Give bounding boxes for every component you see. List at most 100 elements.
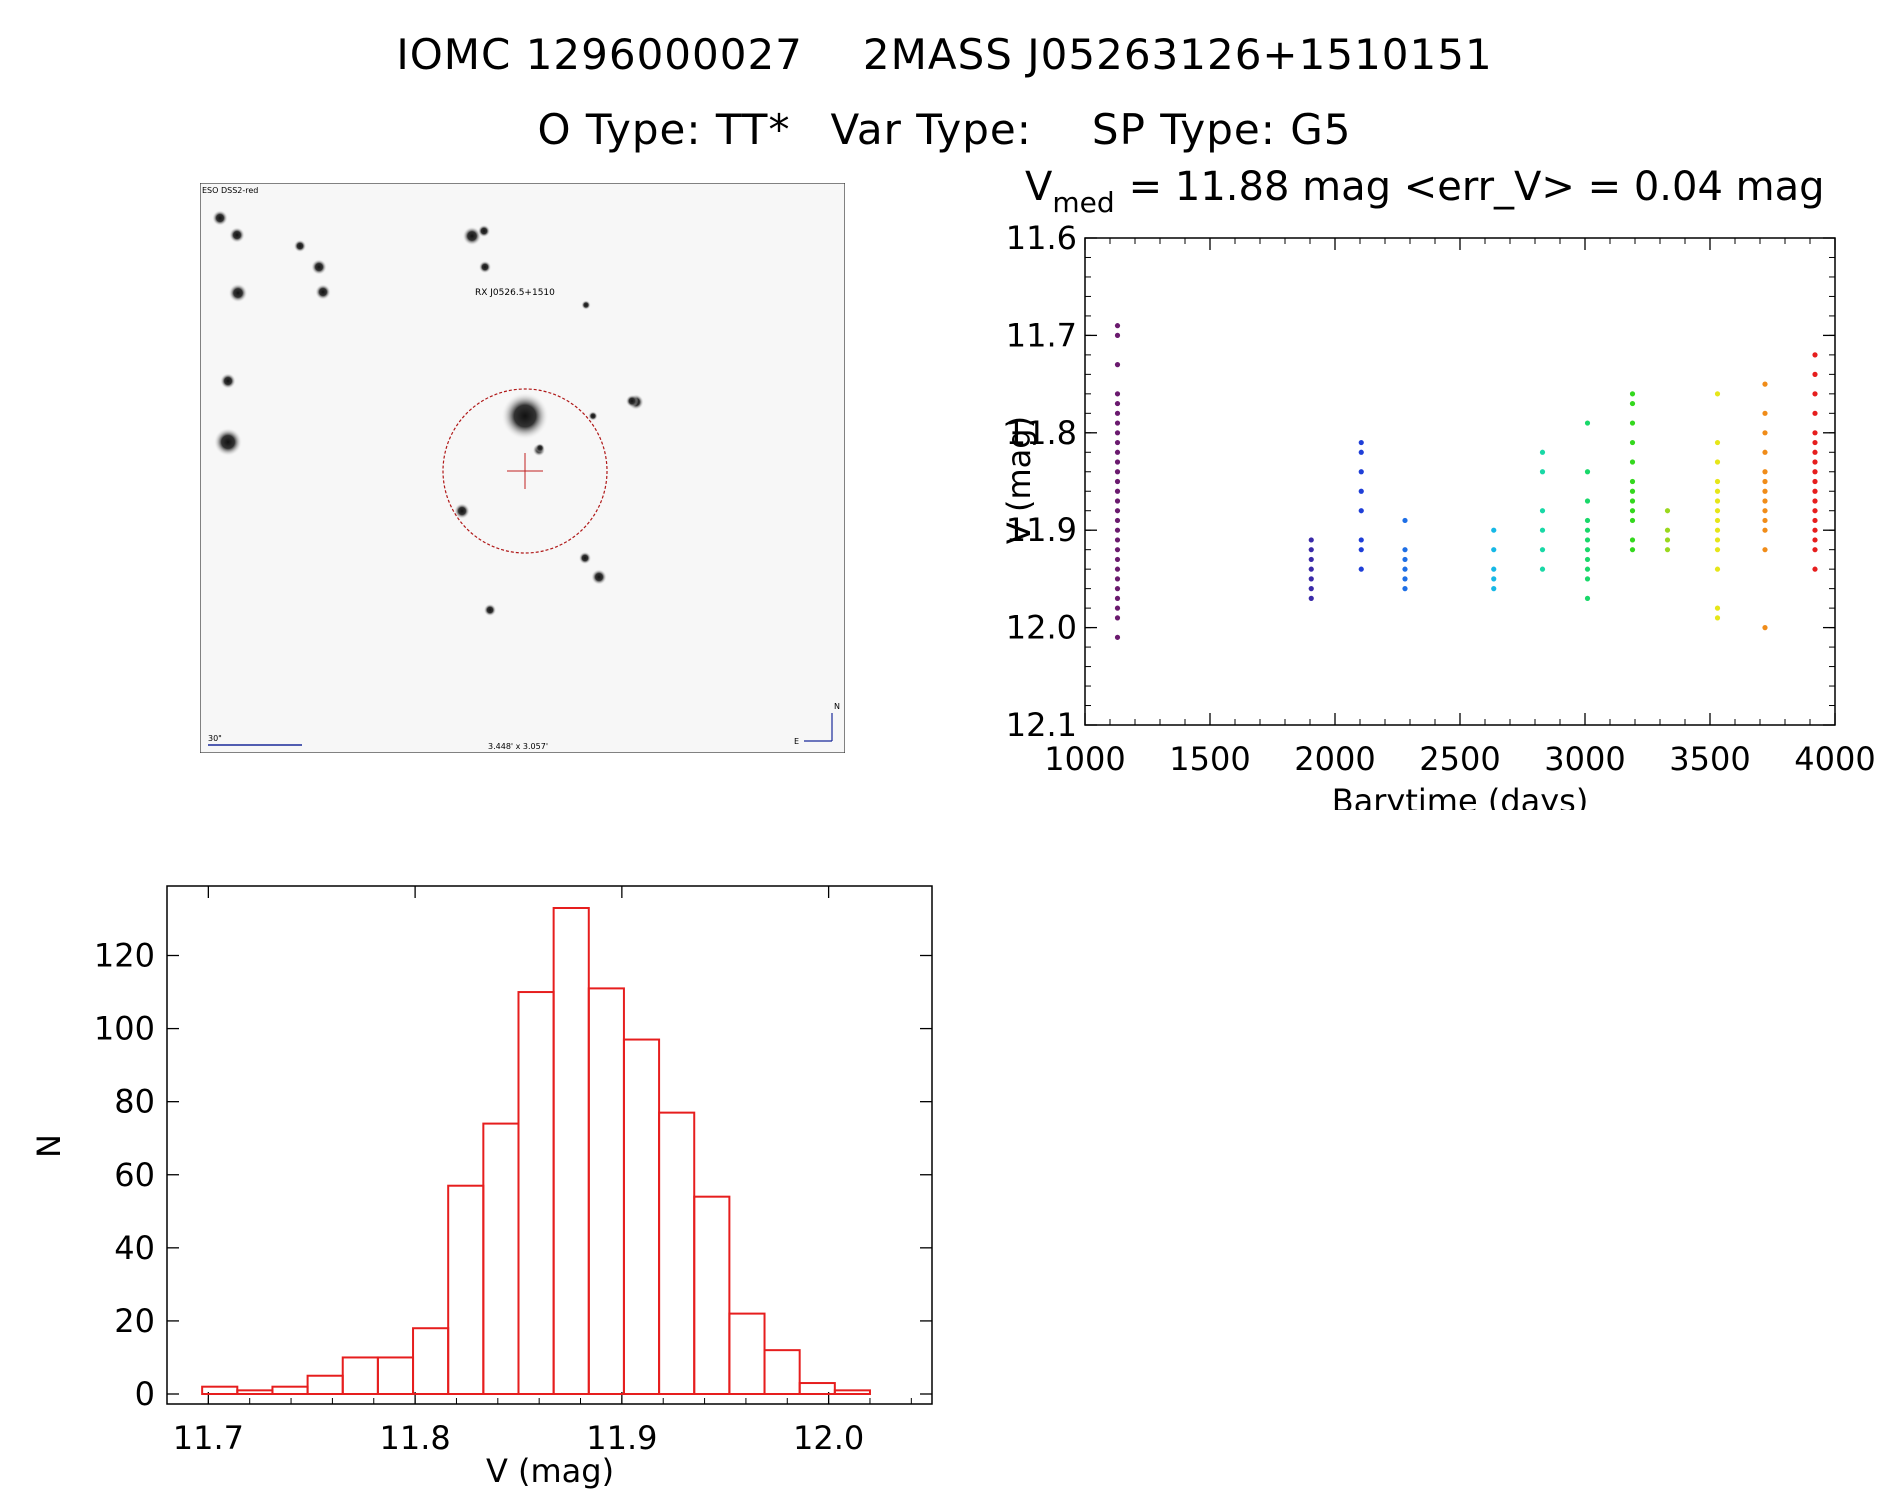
lc-point [1714, 391, 1721, 397]
lc-point [1812, 410, 1818, 416]
lc-point [1714, 566, 1721, 572]
lc-point [1584, 469, 1591, 475]
lc-point [1812, 371, 1818, 377]
hist-bar [236, 1389, 274, 1396]
star [578, 551, 592, 565]
hist-bar [341, 1356, 379, 1396]
lc-point [1114, 332, 1121, 338]
hist-xtick-label: 11.8 [379, 1419, 450, 1457]
lc-xtick-label: 2500 [1419, 740, 1500, 778]
lc-xtick-label: 1000 [1044, 740, 1125, 778]
lc-ytick-label: 11.8 [1006, 414, 1077, 452]
object-id: IOMC 1296000027 [396, 30, 803, 79]
hist-bar [552, 907, 590, 1395]
lc-title: Vmed = 11.88 mag <err_V> = 0.04 mag [1025, 164, 1824, 219]
lc-point [1812, 459, 1818, 465]
lc-point [1714, 547, 1721, 553]
lc-point [1812, 449, 1818, 455]
lc-point [1402, 576, 1408, 582]
hist-ytick-label: 40 [114, 1229, 155, 1267]
lc-point [1812, 478, 1818, 485]
star [483, 603, 497, 617]
lc-point [1539, 449, 1546, 455]
lc-point [1114, 439, 1121, 446]
lc-point [1358, 508, 1364, 514]
lc-xlabel: Barytime (days) [1332, 782, 1589, 810]
lc-point [1629, 478, 1636, 485]
hist-plot-frame [166, 885, 933, 1405]
hist-xtick-label: 11.9 [586, 1419, 657, 1457]
lc-point [1114, 391, 1121, 397]
lc-point [1629, 517, 1636, 524]
star [220, 373, 236, 389]
lc-xtick-label: 4000 [1794, 740, 1875, 778]
lc-title-rest: = 11.88 mag <err_V> = 0.04 mag [1129, 164, 1825, 210]
compass-n-label: N [834, 702, 840, 711]
lc-point [1539, 527, 1546, 533]
star [625, 394, 639, 408]
lc-point [1714, 527, 1721, 533]
lc-point [1714, 615, 1721, 621]
star [581, 300, 591, 310]
hist-bar [833, 1389, 871, 1396]
lc-point [1762, 381, 1768, 387]
lc-point [1491, 547, 1497, 553]
hist-bar [798, 1382, 836, 1396]
lc-points [1114, 323, 1818, 640]
star-field [212, 210, 644, 617]
lc-point [1539, 469, 1546, 475]
hist-bar [728, 1312, 766, 1395]
lc-point [1629, 400, 1636, 407]
lc-point [1812, 517, 1818, 524]
lc-point [1114, 508, 1121, 514]
lc-point [1114, 517, 1121, 524]
sp-type: SP Type: G5 [1091, 105, 1352, 154]
lc-point [1812, 498, 1818, 504]
star [213, 427, 243, 457]
cross-id: 2MASS J05263126+1510151 [862, 30, 1493, 79]
hist-bar [201, 1385, 239, 1395]
lc-point [1114, 400, 1121, 407]
lc-point [1114, 410, 1121, 416]
star [477, 224, 491, 238]
lc-point [1584, 547, 1591, 553]
lc-point [1358, 547, 1364, 553]
star [229, 227, 245, 243]
lc-point [1402, 547, 1408, 553]
lc-point [1114, 498, 1121, 504]
star [478, 260, 492, 274]
lc-point [1358, 488, 1364, 494]
lc-point [1114, 566, 1121, 572]
lc-point [1584, 566, 1591, 572]
lc-point [1714, 517, 1721, 524]
lc-point [1114, 488, 1121, 494]
lc-title-subscript: med [1052, 186, 1114, 219]
sky-image-panel: ESO DSS2-red RX J0526.5+1510 30" 3.448' … [200, 183, 845, 753]
star [535, 443, 545, 453]
lc-point [1629, 420, 1636, 426]
lc-point [1584, 556, 1591, 563]
hist-ytick-label: 80 [114, 1083, 155, 1121]
lc-point [1762, 449, 1768, 455]
lc-point [1308, 547, 1314, 553]
lc-point [1539, 566, 1546, 572]
lc-point [1114, 527, 1121, 533]
o-type: O Type: TT* [537, 105, 791, 154]
lc-point [1584, 527, 1591, 533]
lc-point [1812, 391, 1818, 397]
lc-point [1308, 576, 1314, 582]
lc-point [1114, 362, 1121, 368]
title-line-2: O Type: TT* Var Type: SP Type: G5 [0, 105, 1889, 154]
lc-point [1402, 517, 1408, 524]
lc-point [1358, 566, 1364, 572]
lc-point [1762, 430, 1768, 436]
lc-point [1114, 323, 1121, 329]
lc-point [1762, 508, 1768, 514]
image-background [200, 183, 845, 753]
hist-bar [376, 1356, 415, 1396]
lc-xtick-label: 1500 [1169, 740, 1250, 778]
lc-point [1664, 537, 1671, 543]
lc-point [1762, 498, 1768, 504]
hist-bars [201, 907, 871, 1396]
lc-point [1762, 625, 1768, 631]
